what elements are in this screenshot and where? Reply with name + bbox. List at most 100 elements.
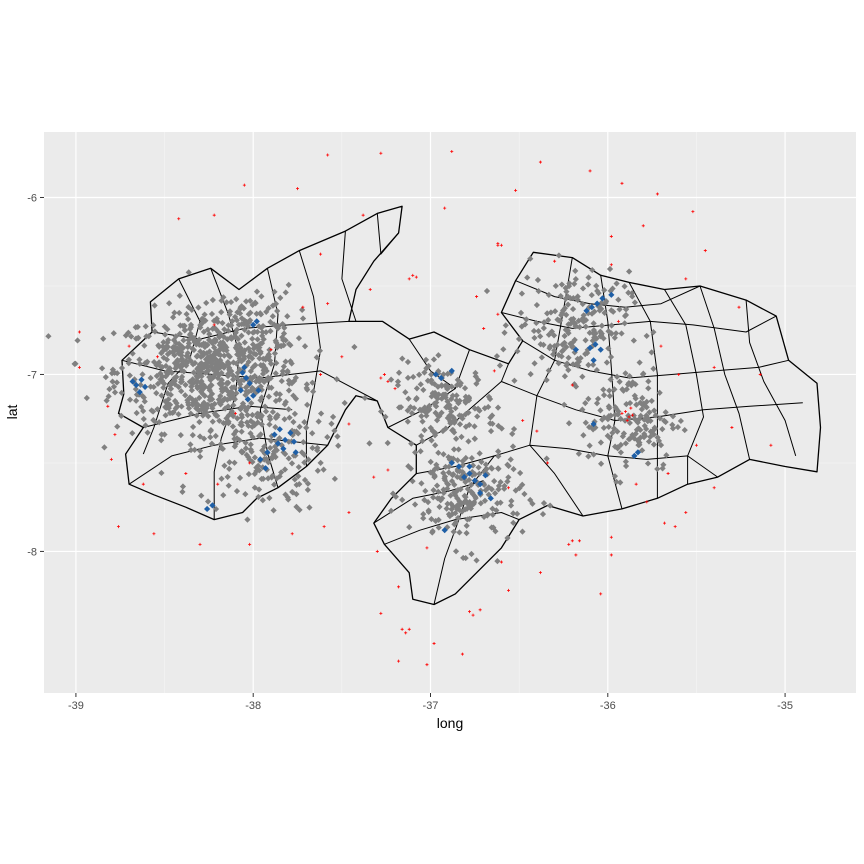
point-red xyxy=(684,510,688,514)
point-gray xyxy=(234,374,241,381)
point-gray xyxy=(267,318,274,326)
point-red xyxy=(694,443,698,447)
point-red xyxy=(296,187,300,191)
point-gray xyxy=(225,360,232,367)
point-red xyxy=(109,457,113,461)
point-gray xyxy=(220,294,227,301)
point-gray xyxy=(236,341,243,348)
point-blue xyxy=(274,440,282,447)
point-red xyxy=(450,149,454,153)
point-blue xyxy=(271,431,278,438)
point-gray xyxy=(388,507,395,514)
point-red xyxy=(499,560,503,564)
point-gray xyxy=(301,451,308,458)
point-gray xyxy=(408,410,416,417)
point-gray xyxy=(633,426,641,433)
point-gray xyxy=(200,435,208,442)
point-gray xyxy=(440,489,447,497)
point-gray xyxy=(591,334,598,341)
point-gray xyxy=(241,404,248,411)
point-gray xyxy=(252,351,260,358)
point-gray xyxy=(160,354,167,361)
point-gray xyxy=(143,333,150,340)
point-gray xyxy=(501,329,508,336)
point-gray xyxy=(654,465,661,473)
point-gray xyxy=(435,352,442,359)
point-red xyxy=(609,234,613,238)
point-gray xyxy=(615,408,622,415)
point-gray xyxy=(197,383,204,390)
point-gray xyxy=(640,370,647,377)
point-gray xyxy=(498,425,505,432)
point-gray xyxy=(420,511,427,518)
point-gray xyxy=(606,387,613,394)
point-gray xyxy=(418,480,425,487)
point-blue xyxy=(432,371,439,378)
point-gray xyxy=(159,364,166,371)
point-gray xyxy=(478,458,485,466)
point-gray xyxy=(201,392,208,400)
x-tick-label: -35 xyxy=(777,700,793,712)
point-gray xyxy=(445,511,453,518)
point-gray xyxy=(254,336,261,343)
point-red xyxy=(553,259,557,263)
point-red xyxy=(482,326,486,330)
point-gray xyxy=(186,331,194,338)
point-gray xyxy=(286,414,293,421)
point-gray xyxy=(571,280,578,287)
point-red xyxy=(521,418,525,422)
point-gray xyxy=(231,313,239,321)
point-gray xyxy=(662,409,669,416)
point-gray xyxy=(431,473,438,480)
point-red xyxy=(198,542,202,546)
point-gray xyxy=(663,452,670,459)
point-gray xyxy=(632,430,639,437)
point-gray xyxy=(584,349,591,357)
point-gray xyxy=(572,323,579,330)
point-gray xyxy=(289,431,296,439)
point-gray xyxy=(218,309,225,316)
point-gray xyxy=(450,503,457,510)
point-gray xyxy=(270,450,277,458)
point-gray xyxy=(351,343,358,351)
point-gray xyxy=(628,290,636,297)
point-gray xyxy=(596,307,603,314)
point-gray xyxy=(144,358,151,365)
point-gray xyxy=(209,340,216,347)
point-gray xyxy=(189,361,197,368)
point-gray xyxy=(366,440,373,447)
point-gray xyxy=(201,311,208,318)
point-gray xyxy=(603,359,611,366)
point-gray xyxy=(450,528,457,535)
point-gray xyxy=(616,306,623,313)
point-gray xyxy=(533,319,540,327)
point-gray xyxy=(257,311,265,318)
point-gray xyxy=(158,469,165,477)
point-gray xyxy=(268,384,275,391)
point-gray xyxy=(464,485,471,493)
point-gray xyxy=(193,383,201,390)
point-gray xyxy=(514,510,521,517)
point-gray xyxy=(249,341,257,348)
point-red xyxy=(411,273,415,277)
point-gray xyxy=(248,400,255,407)
point-blue xyxy=(594,300,601,307)
point-gray xyxy=(202,340,209,348)
point-gray xyxy=(455,446,462,453)
point-red xyxy=(248,461,252,465)
point-red xyxy=(666,472,670,476)
point-gray xyxy=(521,490,528,498)
point-gray xyxy=(659,426,666,433)
point-gray xyxy=(341,399,348,407)
point-blue xyxy=(264,449,271,456)
point-gray xyxy=(519,481,526,488)
point-gray xyxy=(208,310,216,318)
point-gray xyxy=(158,378,165,385)
point-gray xyxy=(494,404,502,411)
point-gray xyxy=(404,418,411,425)
point-gray xyxy=(204,367,211,375)
municipality-boundary xyxy=(416,444,718,478)
point-red xyxy=(326,302,330,306)
point-gray xyxy=(142,422,149,429)
point-gray xyxy=(469,489,476,496)
